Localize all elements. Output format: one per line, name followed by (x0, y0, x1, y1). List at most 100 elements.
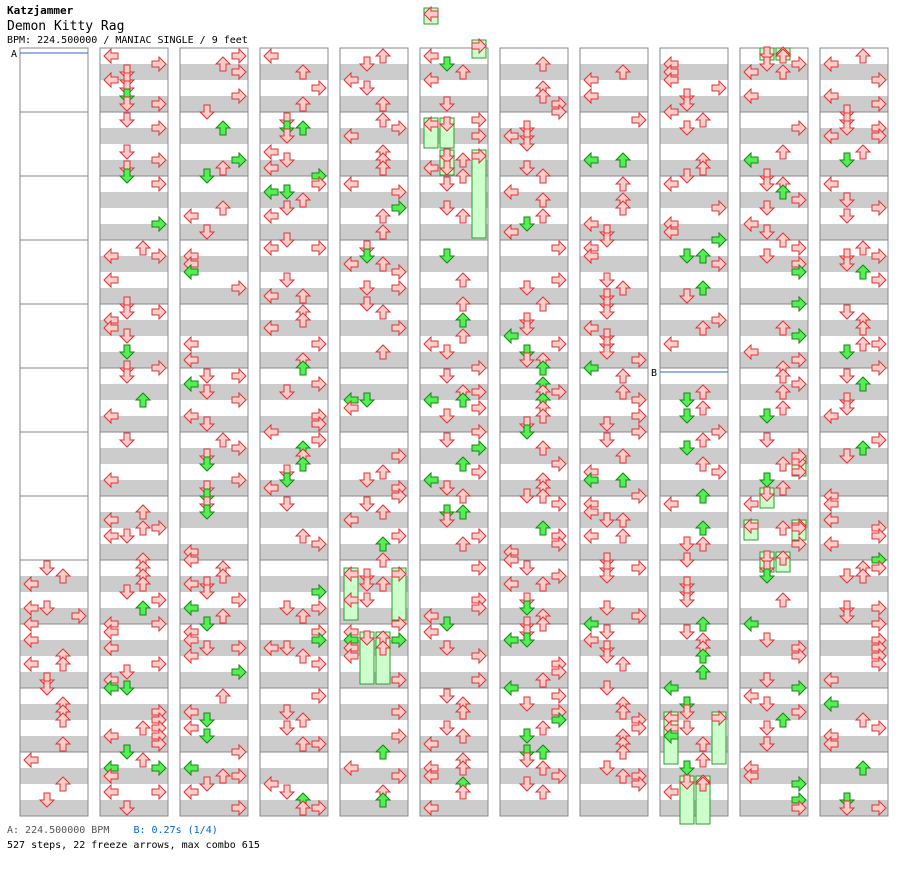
step-arrow-down (198, 728, 216, 744)
step-arrow-down (278, 496, 296, 512)
beat-stripe (820, 544, 888, 560)
step-arrow-up (534, 168, 552, 184)
step-arrow-down (598, 760, 616, 776)
step-arrow-up (774, 400, 792, 416)
step-arrow-up (614, 472, 632, 488)
step-arrow-up (374, 344, 392, 360)
step-arrow-up (694, 320, 712, 336)
step-arrow-left (343, 71, 359, 89)
step-arrow-down (438, 688, 456, 704)
step-arrow-right (391, 631, 407, 649)
step-arrow-up (374, 256, 392, 272)
step-arrow-down (758, 736, 776, 752)
step-arrow-left (183, 351, 199, 369)
step-arrow-right (631, 351, 647, 369)
step-arrow-left (103, 71, 119, 89)
beat-stripe (660, 192, 728, 208)
beat-stripe (660, 64, 728, 80)
step-arrow-right (791, 799, 807, 817)
step-arrow-down (438, 512, 456, 528)
beat-stripe (420, 384, 488, 400)
beat-stripe (180, 704, 248, 720)
step-arrow-down (198, 456, 216, 472)
step-arrow-up (694, 112, 712, 128)
step-arrow-left (183, 575, 199, 593)
measure-box (19, 751, 89, 817)
step-arrow-down (358, 56, 376, 72)
step-arrow-down (198, 776, 216, 792)
beat-stripe (100, 192, 168, 208)
beat-stripe (420, 256, 488, 272)
step-arrow-left (263, 423, 279, 441)
beat-stripe (580, 736, 648, 752)
step-arrow-down (358, 248, 376, 264)
step-arrow-up (454, 208, 472, 224)
step-arrow-up (854, 336, 872, 352)
step-arrow-up (294, 64, 312, 80)
beat-stripe (100, 736, 168, 752)
beat-stripe (580, 608, 648, 624)
beat-stripe (340, 128, 408, 144)
step-arrow-down (758, 472, 776, 488)
step-arrow-down (358, 576, 376, 592)
measure-box (419, 751, 489, 817)
beat-stripe (500, 224, 568, 240)
step-arrow-left (103, 679, 119, 697)
step-arrow-down (598, 344, 616, 360)
step-arrow-left (103, 783, 119, 801)
step-arrow-right (791, 295, 807, 313)
step-arrow-left (183, 631, 199, 649)
step-arrow-down (358, 280, 376, 296)
step-arrow-right (471, 127, 487, 145)
beat-stripe (580, 320, 648, 336)
step-arrow-up (374, 504, 392, 520)
step-arrow-left (183, 335, 199, 353)
step-arrow-up (214, 200, 232, 216)
step-arrow-down (198, 416, 216, 432)
step-arrow-up (134, 752, 152, 768)
beat-stripe (660, 224, 728, 240)
step-arrow-left (23, 631, 39, 649)
step-arrow-up (534, 520, 552, 536)
measure-box (179, 751, 249, 817)
step-arrow-right (471, 599, 487, 617)
step-arrow-right (471, 463, 487, 481)
step-arrow-down (838, 344, 856, 360)
beat-stripe (260, 448, 328, 464)
step-arrow-up (214, 120, 232, 136)
step-arrow-right (791, 519, 807, 537)
beat-stripe (420, 224, 488, 240)
step-arrow-left (583, 471, 599, 489)
step-arrow-down (118, 664, 136, 680)
beat-stripe (820, 704, 888, 720)
step-arrow-up (294, 96, 312, 112)
beat-stripe (260, 608, 328, 624)
step-arrow-up (534, 616, 552, 632)
measure-box (19, 495, 89, 561)
beat-stripe (580, 352, 648, 368)
beat-stripe (580, 384, 648, 400)
step-arrow-up (614, 448, 632, 464)
step-arrow-right (551, 663, 567, 681)
step-arrow-left (743, 151, 759, 169)
step-arrow-up (454, 272, 472, 288)
step-arrow-left (183, 783, 199, 801)
step-arrow-right (231, 87, 247, 105)
beat-stripe (340, 544, 408, 560)
step-arrow-up (774, 456, 792, 472)
step-arrow-down (518, 280, 536, 296)
step-arrow-down (838, 256, 856, 272)
beat-stripe (260, 512, 328, 528)
step-arrow-left (343, 759, 359, 777)
beat-stripe (580, 160, 648, 176)
step-arrow-up (454, 392, 472, 408)
beat-stripe (340, 448, 408, 464)
step-arrow-down (678, 96, 696, 112)
step-arrow-left (343, 175, 359, 193)
beat-stripe (180, 672, 248, 688)
marker-label: A (11, 49, 17, 60)
step-arrow-right (871, 615, 887, 633)
step-arrow-down (438, 160, 456, 176)
step-arrow-down (518, 696, 536, 712)
beat-stripe (20, 640, 88, 656)
